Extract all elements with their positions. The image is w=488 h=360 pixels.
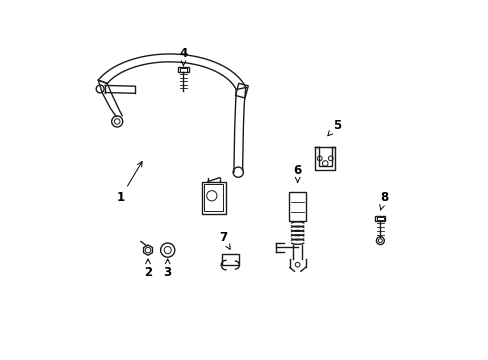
Text: 4: 4 — [179, 47, 187, 66]
Bar — [180, 68, 186, 72]
Bar — [374, 216, 385, 221]
Bar — [178, 67, 188, 72]
Text: 7: 7 — [218, 231, 230, 249]
Bar — [289, 192, 305, 221]
Bar — [376, 217, 383, 220]
Bar — [204, 184, 223, 211]
Text: 3: 3 — [163, 259, 171, 279]
Bar — [222, 254, 239, 265]
Bar — [201, 181, 225, 214]
Text: 8: 8 — [379, 191, 387, 210]
Text: 1: 1 — [116, 162, 142, 204]
Text: 6: 6 — [293, 164, 301, 183]
Text: 2: 2 — [143, 259, 152, 279]
Text: 5: 5 — [327, 119, 341, 136]
